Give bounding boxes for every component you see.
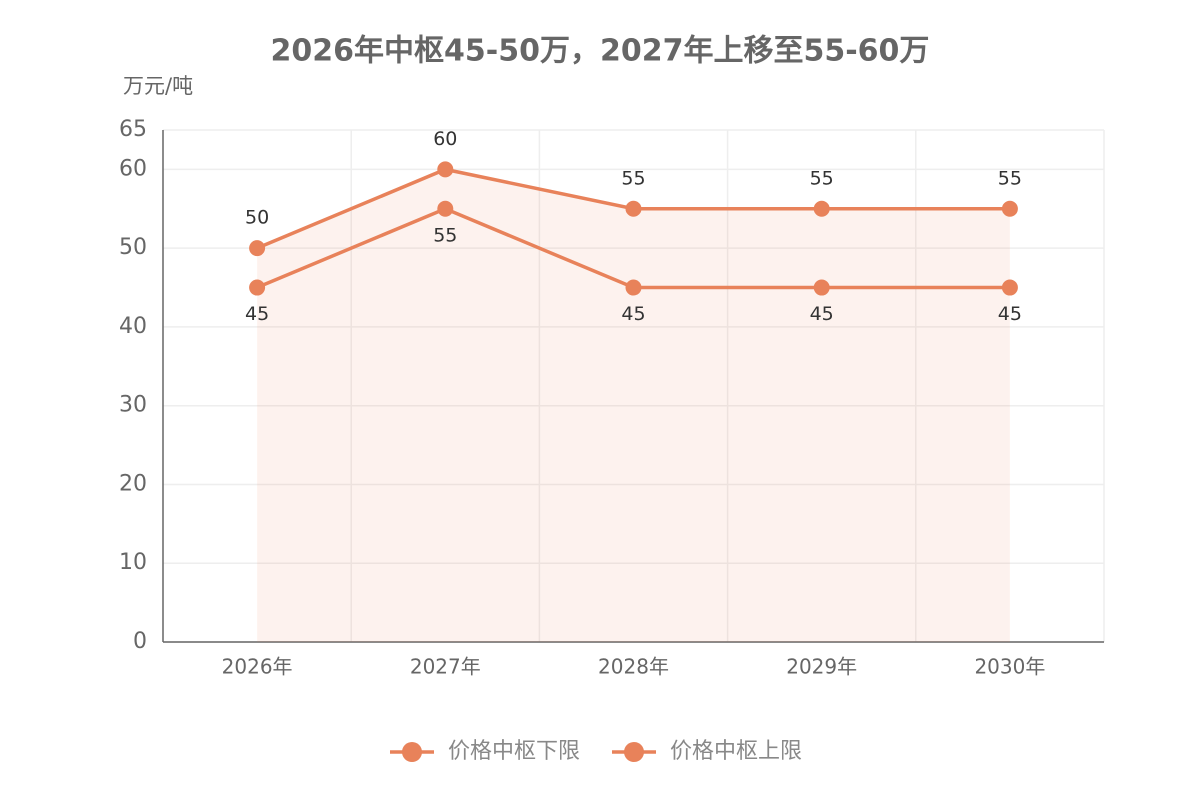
point bbox=[437, 161, 454, 178]
point bbox=[249, 279, 266, 296]
point bbox=[437, 200, 454, 217]
point bbox=[813, 200, 830, 217]
data-label: 45 bbox=[621, 303, 645, 325]
point bbox=[625, 279, 642, 296]
data-label: 60 bbox=[433, 128, 457, 150]
x-tick-label: 2026年 bbox=[222, 655, 293, 679]
y-tick-label: 30 bbox=[119, 393, 147, 418]
point bbox=[813, 279, 830, 296]
legend-marker bbox=[402, 742, 422, 762]
x-tick-label: 2029年 bbox=[786, 655, 857, 679]
legend-label: 价格中枢下限 bbox=[448, 739, 580, 764]
x-tick-label: 2027年 bbox=[410, 655, 481, 679]
x-tick-label: 2028年 bbox=[598, 655, 669, 679]
point bbox=[249, 240, 266, 257]
y-tick-label: 20 bbox=[119, 471, 147, 496]
y-tick-label: 50 bbox=[119, 235, 147, 260]
data-label: 45 bbox=[998, 303, 1022, 325]
legend-marker bbox=[624, 742, 644, 762]
data-label: 55 bbox=[810, 167, 834, 189]
data-label: 55 bbox=[998, 167, 1022, 189]
chart-title: 2026年中枢45-50万，2027年上移至55-60万 bbox=[271, 34, 930, 69]
y-axis-label: 万元/吨 bbox=[123, 74, 193, 98]
x-tick-label: 2030年 bbox=[974, 655, 1045, 679]
point bbox=[625, 200, 642, 217]
point bbox=[1001, 200, 1018, 217]
y-tick-label: 0 bbox=[133, 629, 147, 654]
y-tick-label: 60 bbox=[119, 156, 147, 181]
legend-label: 价格中枢上限 bbox=[670, 739, 802, 764]
point bbox=[1001, 279, 1018, 296]
data-label: 45 bbox=[810, 303, 834, 325]
y-tick-label: 40 bbox=[119, 314, 147, 339]
data-label: 55 bbox=[433, 224, 457, 246]
data-label: 45 bbox=[245, 303, 269, 325]
y-tick-label: 10 bbox=[119, 550, 147, 575]
data-label: 55 bbox=[621, 167, 645, 189]
y-tick-label: 65 bbox=[119, 117, 147, 142]
data-label: 50 bbox=[245, 207, 269, 229]
